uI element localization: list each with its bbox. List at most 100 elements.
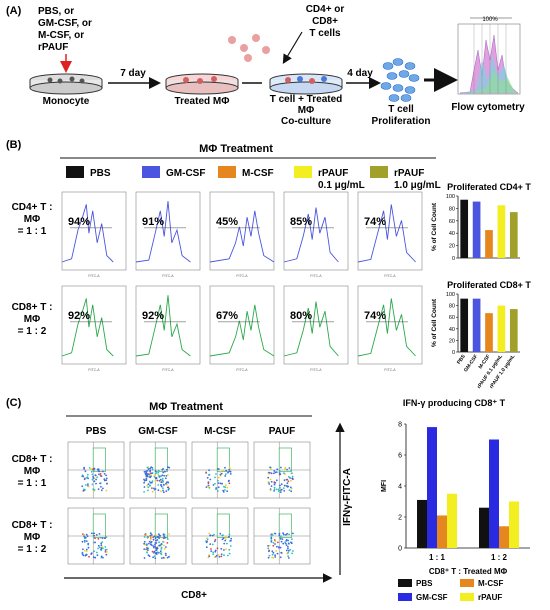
event-dot — [168, 533, 171, 535]
event-dot — [154, 472, 157, 475]
event-dot — [268, 550, 270, 553]
event-dot — [153, 487, 155, 490]
event-dot — [219, 473, 222, 476]
event-dot — [150, 481, 153, 484]
event-dot — [91, 478, 94, 481]
event-dot — [220, 472, 223, 475]
event-dot — [162, 491, 165, 494]
tcell-dot — [398, 70, 410, 78]
event-dot — [217, 554, 220, 556]
event-dot — [93, 550, 95, 553]
event-dot — [161, 474, 164, 477]
event-dot — [92, 468, 94, 470]
event-dot — [99, 474, 102, 477]
event-dot — [160, 490, 162, 493]
event-dot — [104, 537, 106, 539]
event-dot — [162, 481, 165, 483]
event-dot — [290, 472, 293, 475]
event-dot — [143, 548, 146, 550]
event-dot — [85, 554, 87, 556]
histogram-trace — [209, 304, 275, 357]
event-dot — [229, 470, 232, 473]
event-dot — [161, 557, 163, 559]
c-row1-line3: = 1 : 1 — [18, 478, 47, 489]
event-dot — [95, 478, 97, 481]
event-dot — [224, 473, 227, 476]
event-dot — [167, 474, 169, 476]
event-dot — [224, 536, 227, 539]
event-dot — [275, 471, 278, 473]
event-dot — [155, 536, 158, 538]
event-dot — [211, 543, 214, 546]
y-tick-label: 60 — [449, 315, 455, 321]
event-dot — [230, 537, 233, 540]
event-dot — [147, 486, 150, 489]
event-dot — [149, 484, 151, 487]
legend-label: GM-CSF — [166, 168, 205, 179]
event-dot — [164, 552, 167, 555]
event-dot — [287, 551, 289, 554]
percent-label: 45% — [216, 216, 238, 228]
event-dot — [220, 553, 223, 556]
event-dot — [81, 485, 84, 488]
event-dot — [85, 550, 88, 552]
event-dot — [98, 546, 101, 549]
legend-label: rPAUF — [478, 593, 502, 602]
event-dot — [93, 534, 96, 537]
event-dot — [279, 487, 281, 489]
event-dot — [97, 488, 100, 490]
event-dot — [271, 550, 274, 553]
event-dot — [229, 473, 232, 475]
event-dot — [205, 472, 208, 474]
column-header: GM-CSF — [138, 426, 177, 437]
event-dot — [94, 474, 97, 476]
event-dot — [278, 472, 281, 474]
event-dot — [93, 480, 96, 483]
prolif-line-1: T cell — [388, 104, 414, 115]
event-dot — [83, 468, 85, 470]
event-dot — [98, 533, 101, 535]
event-dot — [214, 476, 216, 479]
tcell-line-1: CD4+ or — [306, 4, 345, 15]
event-dot — [157, 471, 160, 474]
coculture-line-2: MΦ — [298, 105, 315, 116]
event-dot — [210, 550, 213, 552]
event-dot — [224, 489, 226, 491]
event-dot — [272, 551, 275, 554]
event-dot — [283, 472, 285, 475]
event-dot — [291, 477, 294, 480]
event-dot — [157, 533, 160, 535]
event-dot — [149, 532, 152, 535]
coculture-line-3: Co-culture — [281, 116, 331, 127]
day4-label: 4 day — [347, 68, 373, 79]
event-dot — [289, 477, 291, 479]
event-dot — [228, 533, 231, 536]
event-dot — [288, 533, 290, 536]
event-dot — [147, 554, 150, 556]
event-dot — [226, 542, 228, 545]
event-dot — [105, 474, 107, 477]
x-axis-label: CD8⁺ T : Treated MΦ — [429, 567, 508, 576]
y-tick-label: 8 — [398, 422, 402, 429]
event-dot — [157, 473, 160, 476]
event-dot — [270, 480, 273, 483]
tcell-line-2: CD8+ — [312, 16, 338, 27]
event-dot — [166, 556, 169, 559]
event-dot — [90, 470, 93, 473]
legend-swatch — [398, 579, 412, 587]
c-row1-line1: CD8+ T : — [12, 454, 53, 465]
event-dot — [272, 541, 275, 544]
event-dot — [292, 550, 294, 552]
panel-b-label: (B) — [6, 139, 22, 151]
event-dot — [96, 551, 98, 554]
tcell-dot — [404, 62, 416, 70]
histogram-trace — [357, 204, 416, 263]
panel-c-title: MΦ Treatment — [149, 401, 223, 413]
tcell-line-3: T cells — [309, 28, 341, 39]
histogram-trace — [61, 298, 114, 357]
histogram-axis-label: FITC-A — [310, 274, 322, 278]
histogram-axis-label: FITC-A — [236, 274, 248, 278]
bar — [509, 309, 518, 352]
event-dot — [224, 475, 227, 477]
event-dot — [205, 486, 208, 488]
